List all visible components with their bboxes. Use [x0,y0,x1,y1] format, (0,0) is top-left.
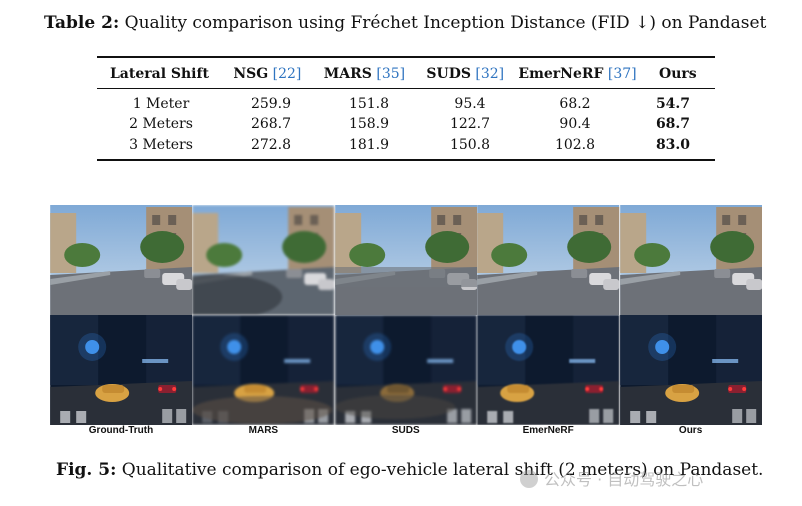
column-header-name: SUDS [426,65,471,82]
row-label: 2 Meters [129,116,193,133]
fid-value: 83.0 [655,136,691,153]
table-row: 3 Meters 272.8 181.9 150.8 102.8 83.0 [97,135,715,160]
column-header-name: MARS [323,65,372,82]
fid-value: 259.9 [250,95,292,112]
table-header-row: Lateral Shift NSG [22] MARS [35] SUDS [32] E… [97,58,715,88]
watermark-text: 公众号 · 自动驾驶之心 [544,470,704,489]
table-label: Table 2: [44,13,120,33]
citation-link[interactable]: [22] [268,65,302,82]
image-grid [50,205,762,425]
night-image [50,315,193,425]
column-header-name: EmerNeRF [518,65,604,82]
column-header: EmerNeRF [37] [514,58,640,88]
column-label: Ours [678,425,703,436]
bottom-rule [97,159,715,161]
figure-caption-text: Qualitative comparison of ego-vehicle la… [121,460,764,480]
column-header: SUDS [32] [416,58,514,88]
column-label: Ground-Truth [88,425,154,436]
table-body: 1 Meter 259.9 151.8 95.4 68.2 54.7 2 Meters 268… [97,89,715,160]
row-label: 1 Meter [132,95,190,112]
wechat-logo-icon [520,470,538,488]
fid-value: 158.9 [348,116,390,133]
fid-value: 150.8 [449,136,491,153]
day-image [477,205,620,315]
table-row: 2 Meters 268.7 158.9 122.7 90.4 68.7 [97,114,715,135]
column-label: MARS [248,425,279,436]
fid-value: 90.4 [559,116,591,133]
fid-table: Lateral Shift NSG [22] MARS [35] SUDS [32] E… [97,56,715,161]
column-labels: Ground-Truth MARS SUDS EmerNeRF Ours [50,425,762,441]
fid-value: 54.7 [655,95,691,112]
night-image [477,315,620,425]
night-image [334,315,477,425]
fid-value: 151.8 [348,95,390,112]
fid-value: 181.9 [348,136,390,153]
column-header: Lateral Shift [97,58,222,88]
fid-value: 102.8 [554,136,596,153]
column-label: SUDS [391,425,420,436]
table-caption: Table 2: Quality comparison using Fréche… [44,11,784,35]
figure-caption: Fig. 5: Qualitative comparison of ego-ve… [56,458,796,482]
citation-link[interactable]: [32] [470,65,505,82]
citation-link[interactable]: [37] [603,65,637,82]
mid-rule [97,87,715,89]
column-header: NSG [22] [222,58,313,88]
column-header-name: NSG [233,65,269,82]
top-rule [97,56,715,58]
row-label: 3 Meters [129,136,193,153]
fid-value: 68.2 [559,95,591,112]
fid-value: 268.7 [250,116,292,133]
day-image [619,205,762,315]
citation-link[interactable]: [35] [371,65,406,82]
table-row: 1 Meter 259.9 151.8 95.4 68.2 54.7 [97,89,715,115]
column-header-name: Ours [659,65,697,82]
column-header: Ours [641,58,715,88]
night-image [192,315,335,425]
fid-value: 272.8 [250,136,292,153]
column-label: EmerNeRF [522,425,574,436]
night-image [619,315,762,425]
day-image [192,205,335,315]
fid-value: 122.7 [449,116,491,133]
figure-label: Fig. 5: [56,460,117,480]
qualitative-figure [50,205,762,425]
watermark: 公众号 · 自动驾驶之心 [520,466,790,489]
fid-value: 95.4 [454,95,486,112]
column-header-name: Lateral Shift [109,65,209,82]
day-image [50,205,193,315]
day-image [334,205,477,315]
fid-value: 68.7 [655,116,691,133]
column-header: MARS [35] [313,58,416,88]
table-title-text: Quality comparison using Fréchet Incepti… [124,13,767,33]
